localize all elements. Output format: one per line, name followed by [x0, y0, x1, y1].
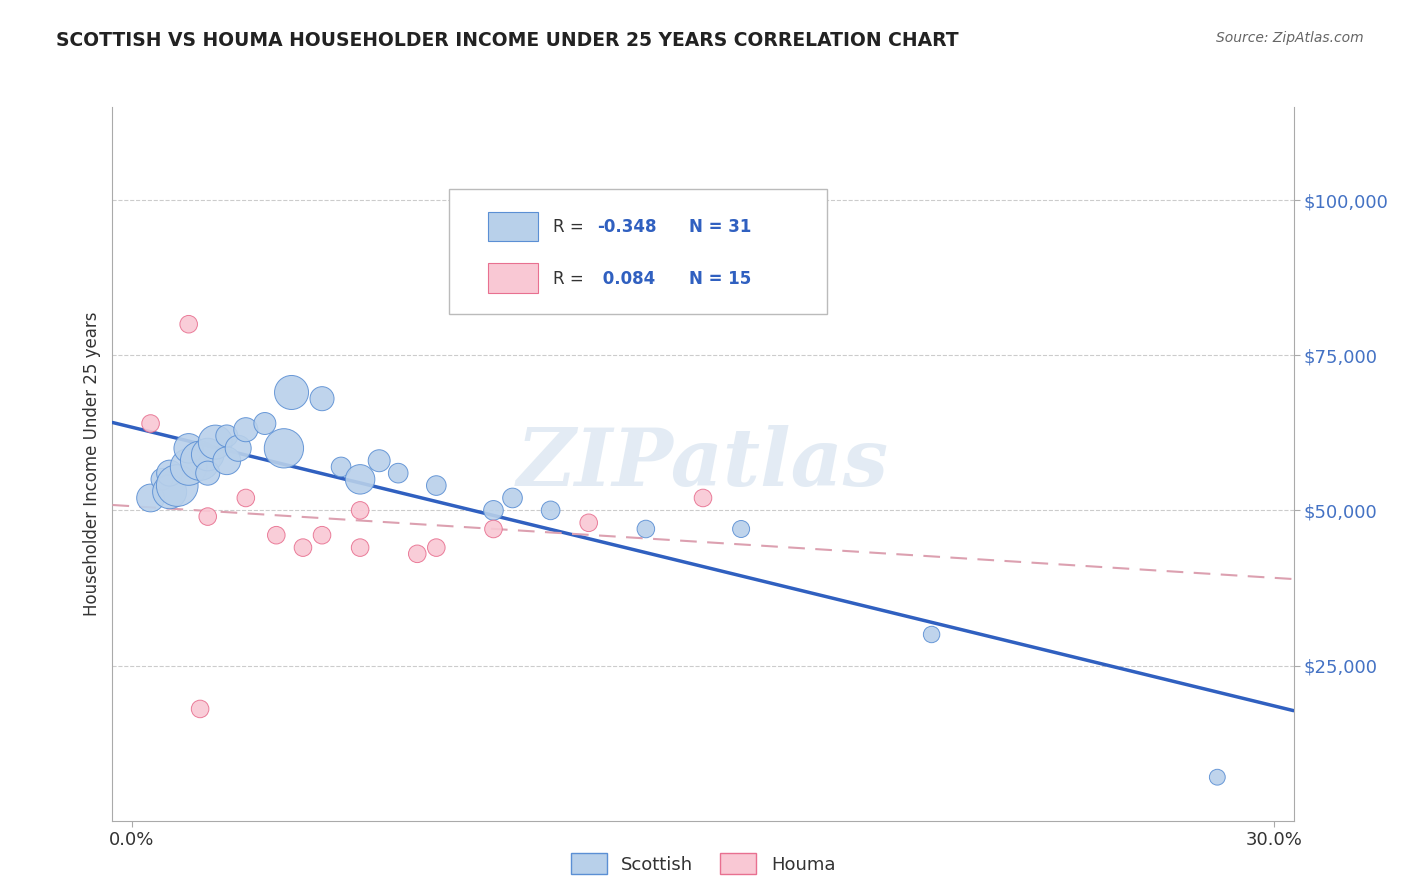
Point: [253, 417, 276, 431]
Point: [311, 528, 333, 542]
Point: [177, 442, 200, 456]
Point: [235, 423, 257, 437]
Text: -0.348: -0.348: [596, 219, 657, 236]
Point: [215, 429, 238, 443]
Point: [188, 454, 211, 468]
Y-axis label: Householder Income Under 25 years: Householder Income Under 25 years: [83, 311, 101, 616]
Point: [197, 466, 219, 480]
Text: N = 15: N = 15: [689, 270, 751, 288]
Point: [482, 503, 505, 517]
Point: [406, 547, 429, 561]
Text: R =: R =: [553, 219, 589, 236]
Text: R =: R =: [553, 270, 589, 288]
Point: [692, 491, 714, 505]
Text: SCOTTISH VS HOUMA HOUSEHOLDER INCOME UNDER 25 YEARS CORRELATION CHART: SCOTTISH VS HOUMA HOUSEHOLDER INCOME UND…: [56, 31, 959, 50]
Point: [197, 448, 219, 462]
Point: [368, 454, 391, 468]
Point: [425, 478, 447, 492]
Text: 0.084: 0.084: [596, 270, 655, 288]
Point: [349, 472, 371, 486]
Text: ZIPatlas: ZIPatlas: [517, 425, 889, 502]
FancyBboxPatch shape: [488, 263, 537, 293]
Point: [188, 702, 211, 716]
Point: [291, 541, 314, 555]
Point: [330, 459, 353, 474]
Point: [266, 528, 288, 542]
Point: [215, 454, 238, 468]
Point: [311, 392, 333, 406]
Legend: Scottish, Houma: Scottish, Houma: [561, 844, 845, 883]
Point: [349, 503, 371, 517]
Point: [177, 317, 200, 331]
Point: [177, 459, 200, 474]
Point: [349, 541, 371, 555]
Point: [502, 491, 524, 505]
Point: [730, 522, 752, 536]
Point: [166, 478, 188, 492]
Point: [159, 484, 181, 499]
Point: [634, 522, 657, 536]
Point: [280, 385, 302, 400]
Point: [139, 491, 162, 505]
Point: [578, 516, 600, 530]
Point: [425, 541, 447, 555]
Point: [273, 442, 295, 456]
Point: [159, 466, 181, 480]
Point: [235, 491, 257, 505]
Point: [1206, 770, 1229, 784]
FancyBboxPatch shape: [449, 189, 827, 314]
Point: [197, 509, 219, 524]
Point: [387, 466, 409, 480]
Point: [540, 503, 562, 517]
Point: [226, 442, 249, 456]
Point: [139, 417, 162, 431]
Point: [204, 435, 226, 450]
Point: [150, 472, 173, 486]
Point: [921, 627, 943, 641]
Point: [482, 522, 505, 536]
Text: Source: ZipAtlas.com: Source: ZipAtlas.com: [1216, 31, 1364, 45]
Text: N = 31: N = 31: [689, 219, 751, 236]
FancyBboxPatch shape: [488, 211, 537, 242]
